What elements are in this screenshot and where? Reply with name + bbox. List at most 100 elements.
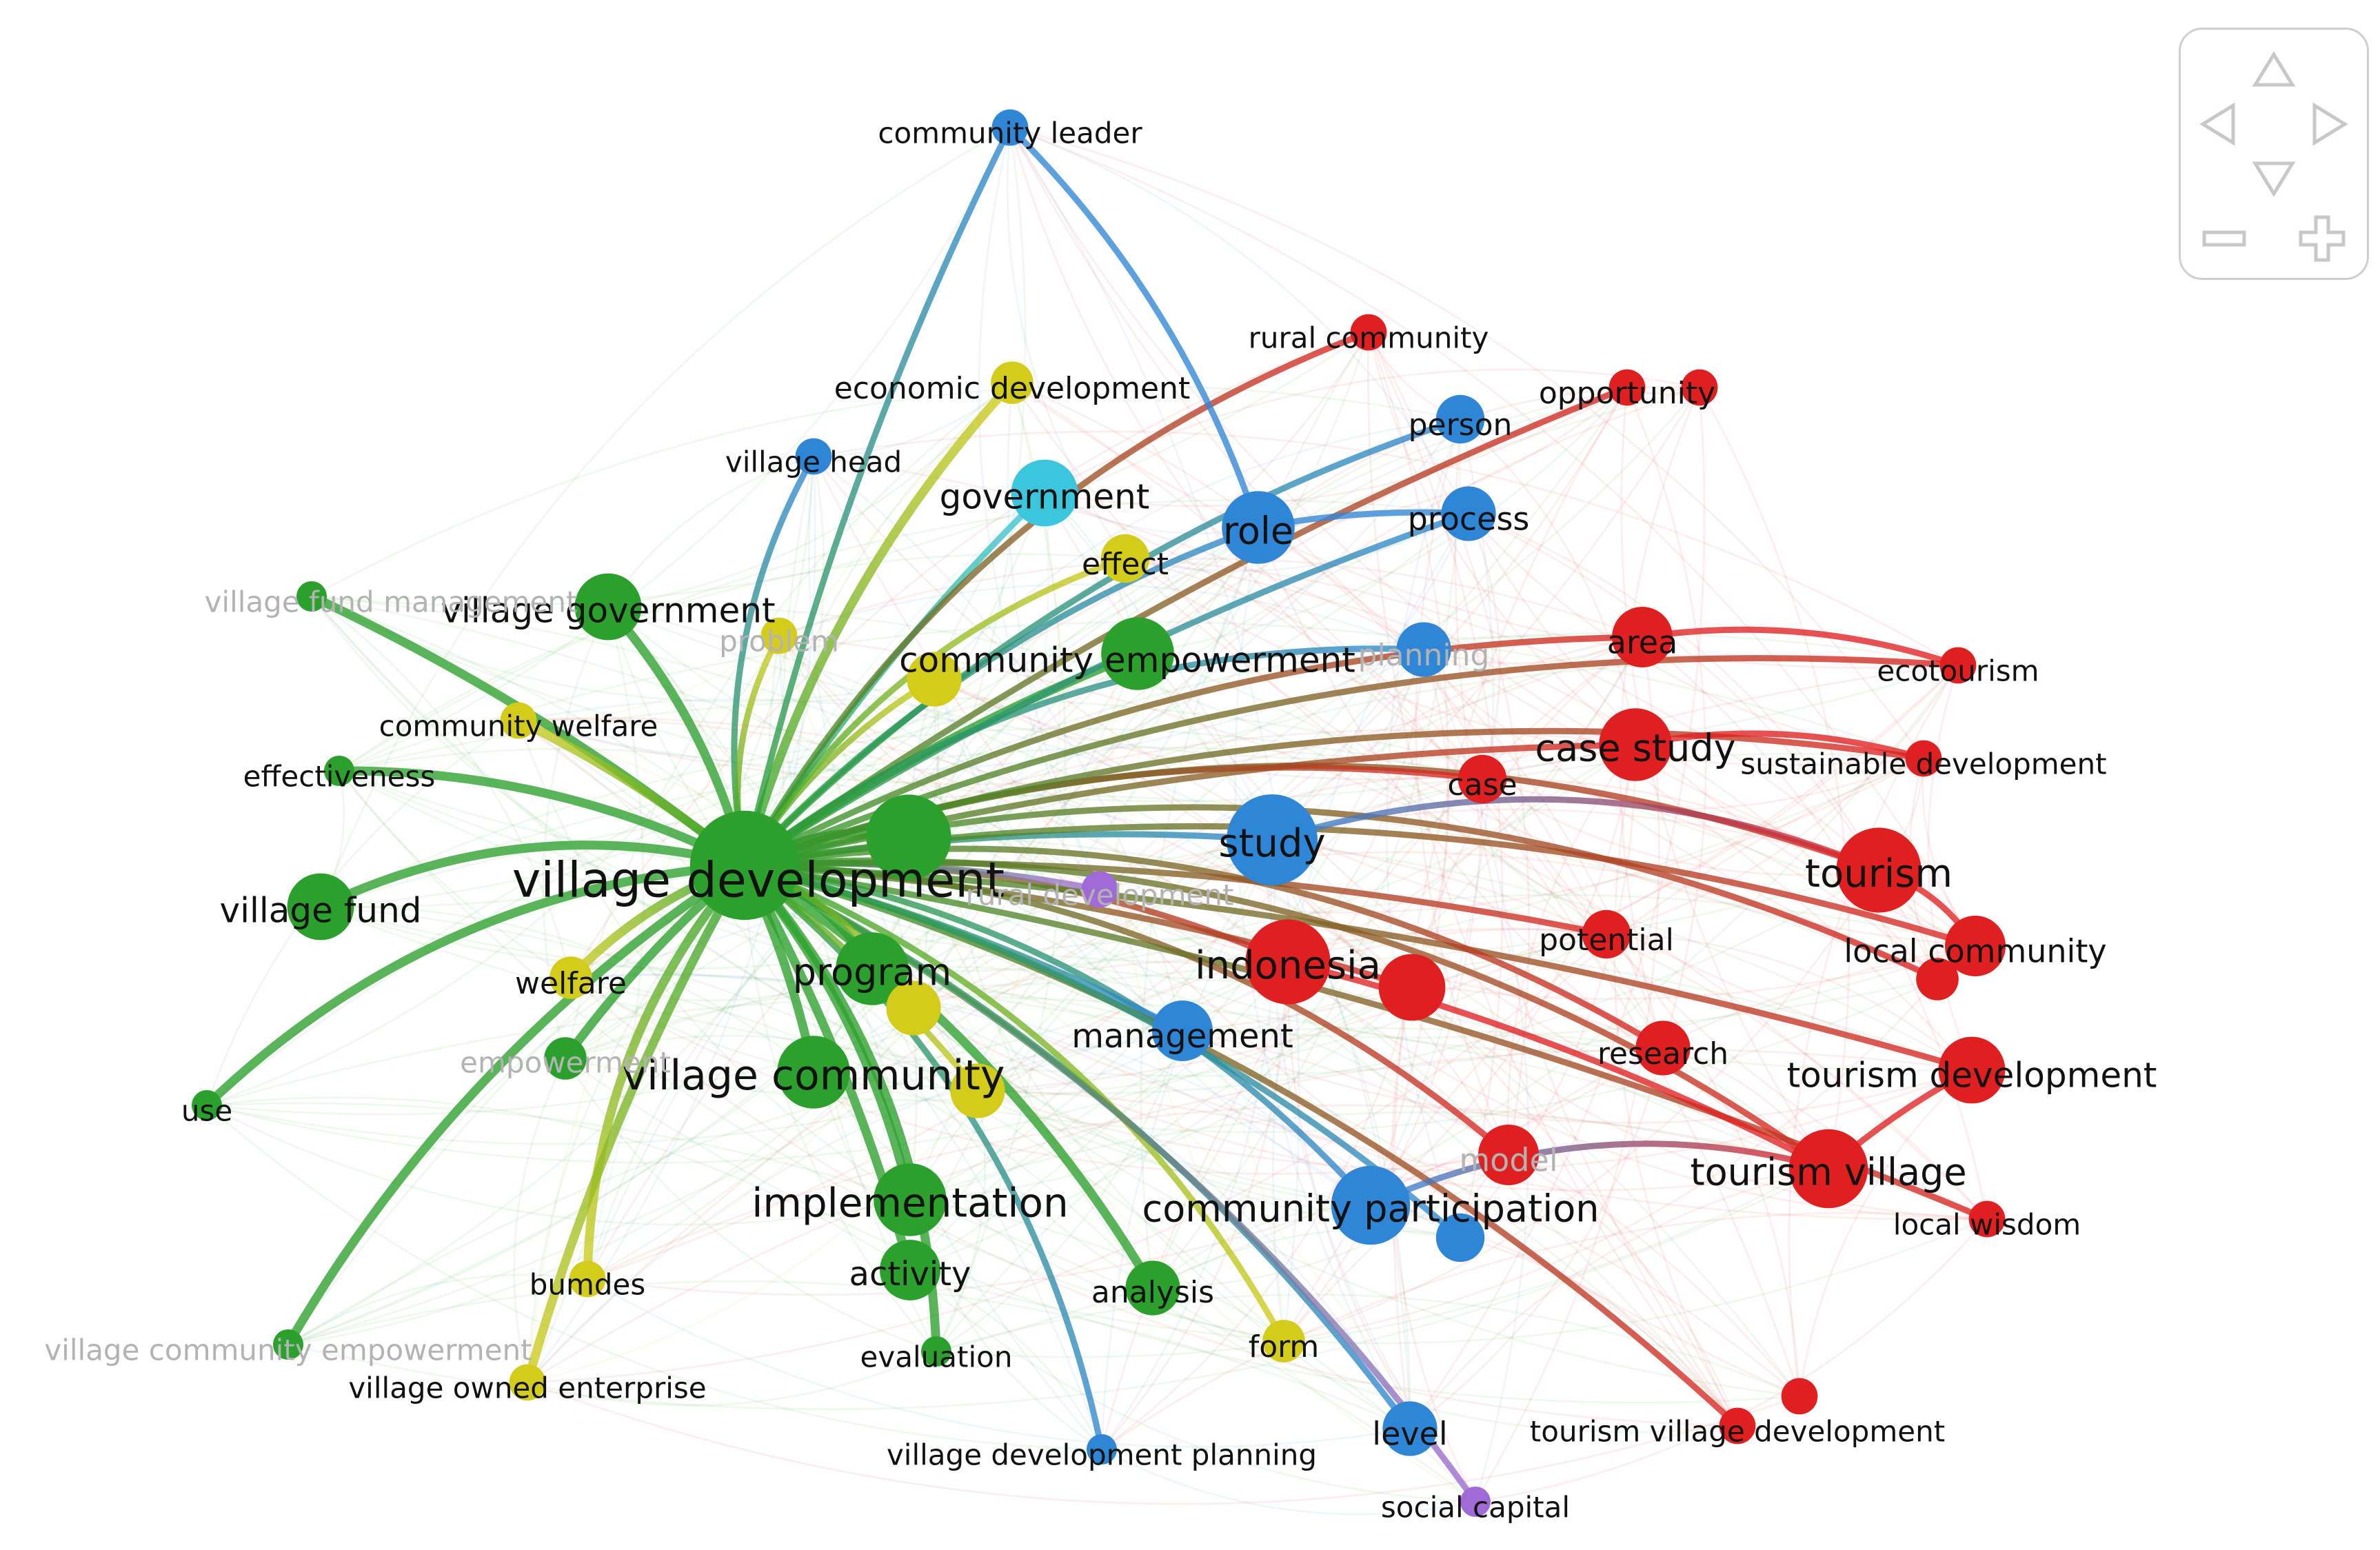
node-area[interactable]: [1612, 607, 1673, 667]
node-tourism[interactable]: [1836, 827, 1922, 913]
node-local-wisdom[interactable]: [1968, 1200, 2006, 1238]
background-link: [1009, 126, 1925, 759]
node-sustainable-development[interactable]: [1905, 740, 1942, 777]
node-opportunity[interactable]: [1608, 369, 1646, 406]
background-link: [1287, 960, 1988, 1220]
node-blue-unlabeled[interactable]: [1435, 1213, 1485, 1262]
node-village-head[interactable]: [795, 438, 832, 475]
link-village_development-bumdes: [583, 860, 749, 1284]
background-link: [1271, 513, 1470, 1342]
background-link: [935, 933, 1607, 1352]
node-community-leader[interactable]: [991, 109, 1029, 146]
node-green-unlabeled[interactable]: [866, 794, 951, 880]
pan-right-button[interactable]: [2295, 93, 2357, 155]
node-social-capital[interactable]: [1460, 1487, 1491, 1517]
node-village-development-planning[interactable]: [1087, 1434, 1117, 1465]
background-link: [339, 499, 1469, 772]
background-link: [206, 1104, 911, 1226]
node-community-welfare[interactable]: [500, 702, 537, 739]
node-research[interactable]: [1635, 1020, 1691, 1076]
pan-left-button[interactable]: [2190, 93, 2252, 155]
background-link: [1392, 387, 1628, 1429]
label-government: government: [940, 477, 1150, 517]
node-community-participation[interactable]: [1331, 1165, 1411, 1245]
node-planning[interactable]: [1396, 622, 1451, 677]
background-link: [1152, 1287, 1738, 1433]
node-effectiveness[interactable]: [324, 756, 354, 786]
background-link: [908, 387, 1701, 838]
pan-up-button[interactable]: [2243, 42, 2305, 104]
node-red-small-c[interactable]: [1916, 958, 1959, 1000]
node-case[interactable]: [1458, 754, 1507, 804]
link-village_development-blue_unlabeled: [741, 862, 1464, 1241]
node-case-study[interactable]: [1599, 708, 1672, 781]
zoom-in-button[interactable]: [2291, 208, 2353, 270]
background-link: [518, 719, 1103, 1450]
node-bumdes[interactable]: [569, 1260, 606, 1298]
node-problem[interactable]: [760, 617, 798, 654]
background-link: [1137, 387, 1628, 655]
background-link: [813, 381, 1013, 458]
node-red-small-b[interactable]: [1781, 1378, 1818, 1415]
node-potential[interactable]: [1582, 909, 1631, 959]
label-tourism-development: tourism development: [1787, 1056, 2157, 1096]
label-village-fund: village fund: [219, 891, 421, 931]
background-link: [871, 965, 1509, 1156]
node-village-fund-management[interactable]: [296, 581, 327, 612]
node-tourism-village[interactable]: [1788, 1129, 1868, 1209]
node-village-community-empowerment[interactable]: [273, 1329, 303, 1360]
label-village-development-planning: village development planning: [887, 1438, 1317, 1472]
background-link: [311, 331, 1369, 607]
node-effect[interactable]: [1100, 534, 1150, 583]
node-model[interactable]: [1478, 1125, 1539, 1185]
node-level[interactable]: [1382, 1401, 1438, 1456]
node-community-empowerment[interactable]: [1101, 617, 1174, 690]
background-link: [1626, 387, 1707, 1049]
node-indonesia[interactable]: [1245, 919, 1331, 1005]
node-process[interactable]: [1441, 486, 1496, 541]
label-tourism: tourism: [1805, 852, 1953, 896]
node-red-small-a[interactable]: [1681, 369, 1718, 406]
node-rural-development[interactable]: [1081, 871, 1118, 908]
node-analysis[interactable]: [1125, 1260, 1180, 1316]
node-role[interactable]: [1222, 491, 1295, 564]
background-link: [206, 960, 1289, 1145]
node-use[interactable]: [192, 1090, 222, 1120]
node-local-community[interactable]: [1945, 916, 2006, 976]
nodes[interactable]: [192, 109, 2006, 1517]
node-tourism-development[interactable]: [1938, 1036, 2006, 1104]
node-village-community[interactable]: [777, 1036, 850, 1109]
node-management[interactable]: [1152, 1000, 1213, 1061]
node-program[interactable]: [836, 932, 909, 1005]
node-form[interactable]: [1262, 1320, 1305, 1362]
node-village-government[interactable]: [574, 573, 642, 641]
node-evaluation[interactable]: [921, 1336, 951, 1367]
node-rural-community[interactable]: [1350, 314, 1387, 351]
node-activity[interactable]: [880, 1240, 940, 1300]
node-yellow-unlabeled-c[interactable]: [950, 1063, 1005, 1118]
background-link: [1370, 744, 1637, 1207]
link-role-community_leader: [1007, 124, 1262, 531]
node-person[interactable]: [1435, 394, 1485, 444]
node-economic-development[interactable]: [991, 361, 1033, 404]
node-government[interactable]: [1011, 459, 1078, 527]
node-ecotourism[interactable]: [1939, 647, 1977, 684]
node-village-development[interactable]: [689, 810, 800, 920]
background-link: [935, 1090, 987, 1352]
background-link: [1798, 1069, 1973, 1397]
node-study[interactable]: [1227, 794, 1318, 885]
node-yellow-unlabeled-b[interactable]: [886, 980, 941, 1036]
node-empowerment[interactable]: [544, 1037, 587, 1080]
node-red-unlabeled[interactable]: [1378, 954, 1446, 1021]
pan-down-button[interactable]: [2243, 144, 2305, 206]
node-implementation[interactable]: [874, 1163, 947, 1236]
link-community_participation-tourism_village: [1367, 1140, 1832, 1209]
background-link: [1011, 382, 1973, 1071]
zoom-out-button[interactable]: [2193, 208, 2255, 270]
node-yellow-unlabeled-a[interactable]: [907, 652, 962, 707]
node-welfare[interactable]: [549, 956, 592, 999]
node-tourism-village-development[interactable]: [1719, 1407, 1756, 1445]
node-village-owned-enterprise[interactable]: [509, 1364, 546, 1401]
node-village-fund[interactable]: [287, 873, 354, 940]
